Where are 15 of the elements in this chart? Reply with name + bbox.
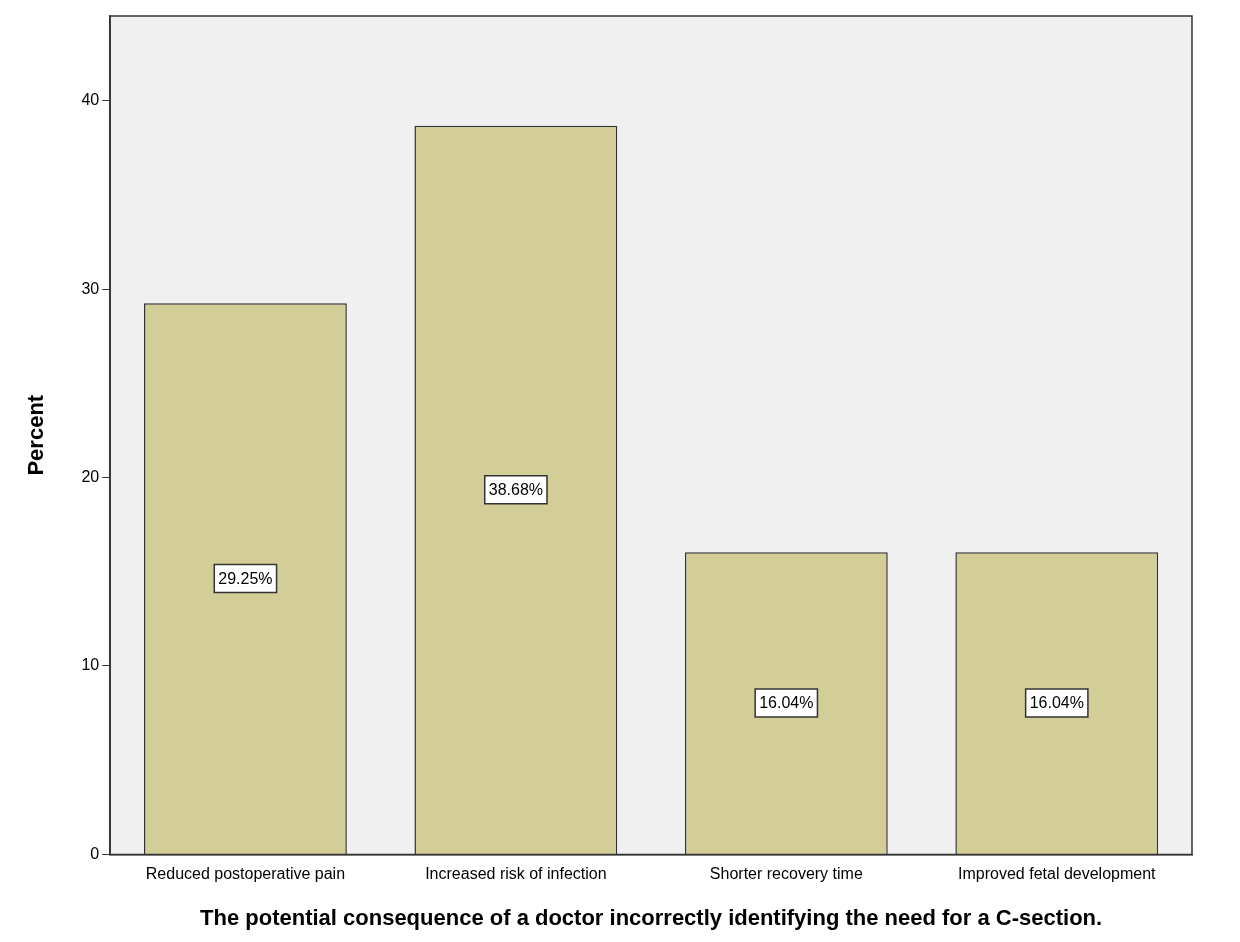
y-axis-title: Percent xyxy=(23,394,49,476)
y-tick-label: 30 xyxy=(81,279,100,297)
x-tick-label: Reduced postoperative pain xyxy=(145,865,346,883)
data-label: 16.04% xyxy=(1029,694,1084,712)
y-tick-label: 40 xyxy=(81,91,100,109)
y-tick-label: 20 xyxy=(81,468,100,485)
x-tick-label: Shorter recovery time xyxy=(709,865,863,883)
data-label: 16.04% xyxy=(759,694,814,712)
data-label: 29.25% xyxy=(218,570,273,588)
x-tick-label: Improved fetal development xyxy=(958,865,1157,883)
x-tick-label: Increased risk of infection xyxy=(425,865,607,883)
x-axis-title: The potential consequence of a doctor incorrectly identifying the need for a C-section. xyxy=(200,904,1103,930)
y-tick-label: 10 xyxy=(81,656,100,674)
y-tick-label: 0 xyxy=(90,844,100,862)
data-label: 38.68% xyxy=(488,481,544,499)
